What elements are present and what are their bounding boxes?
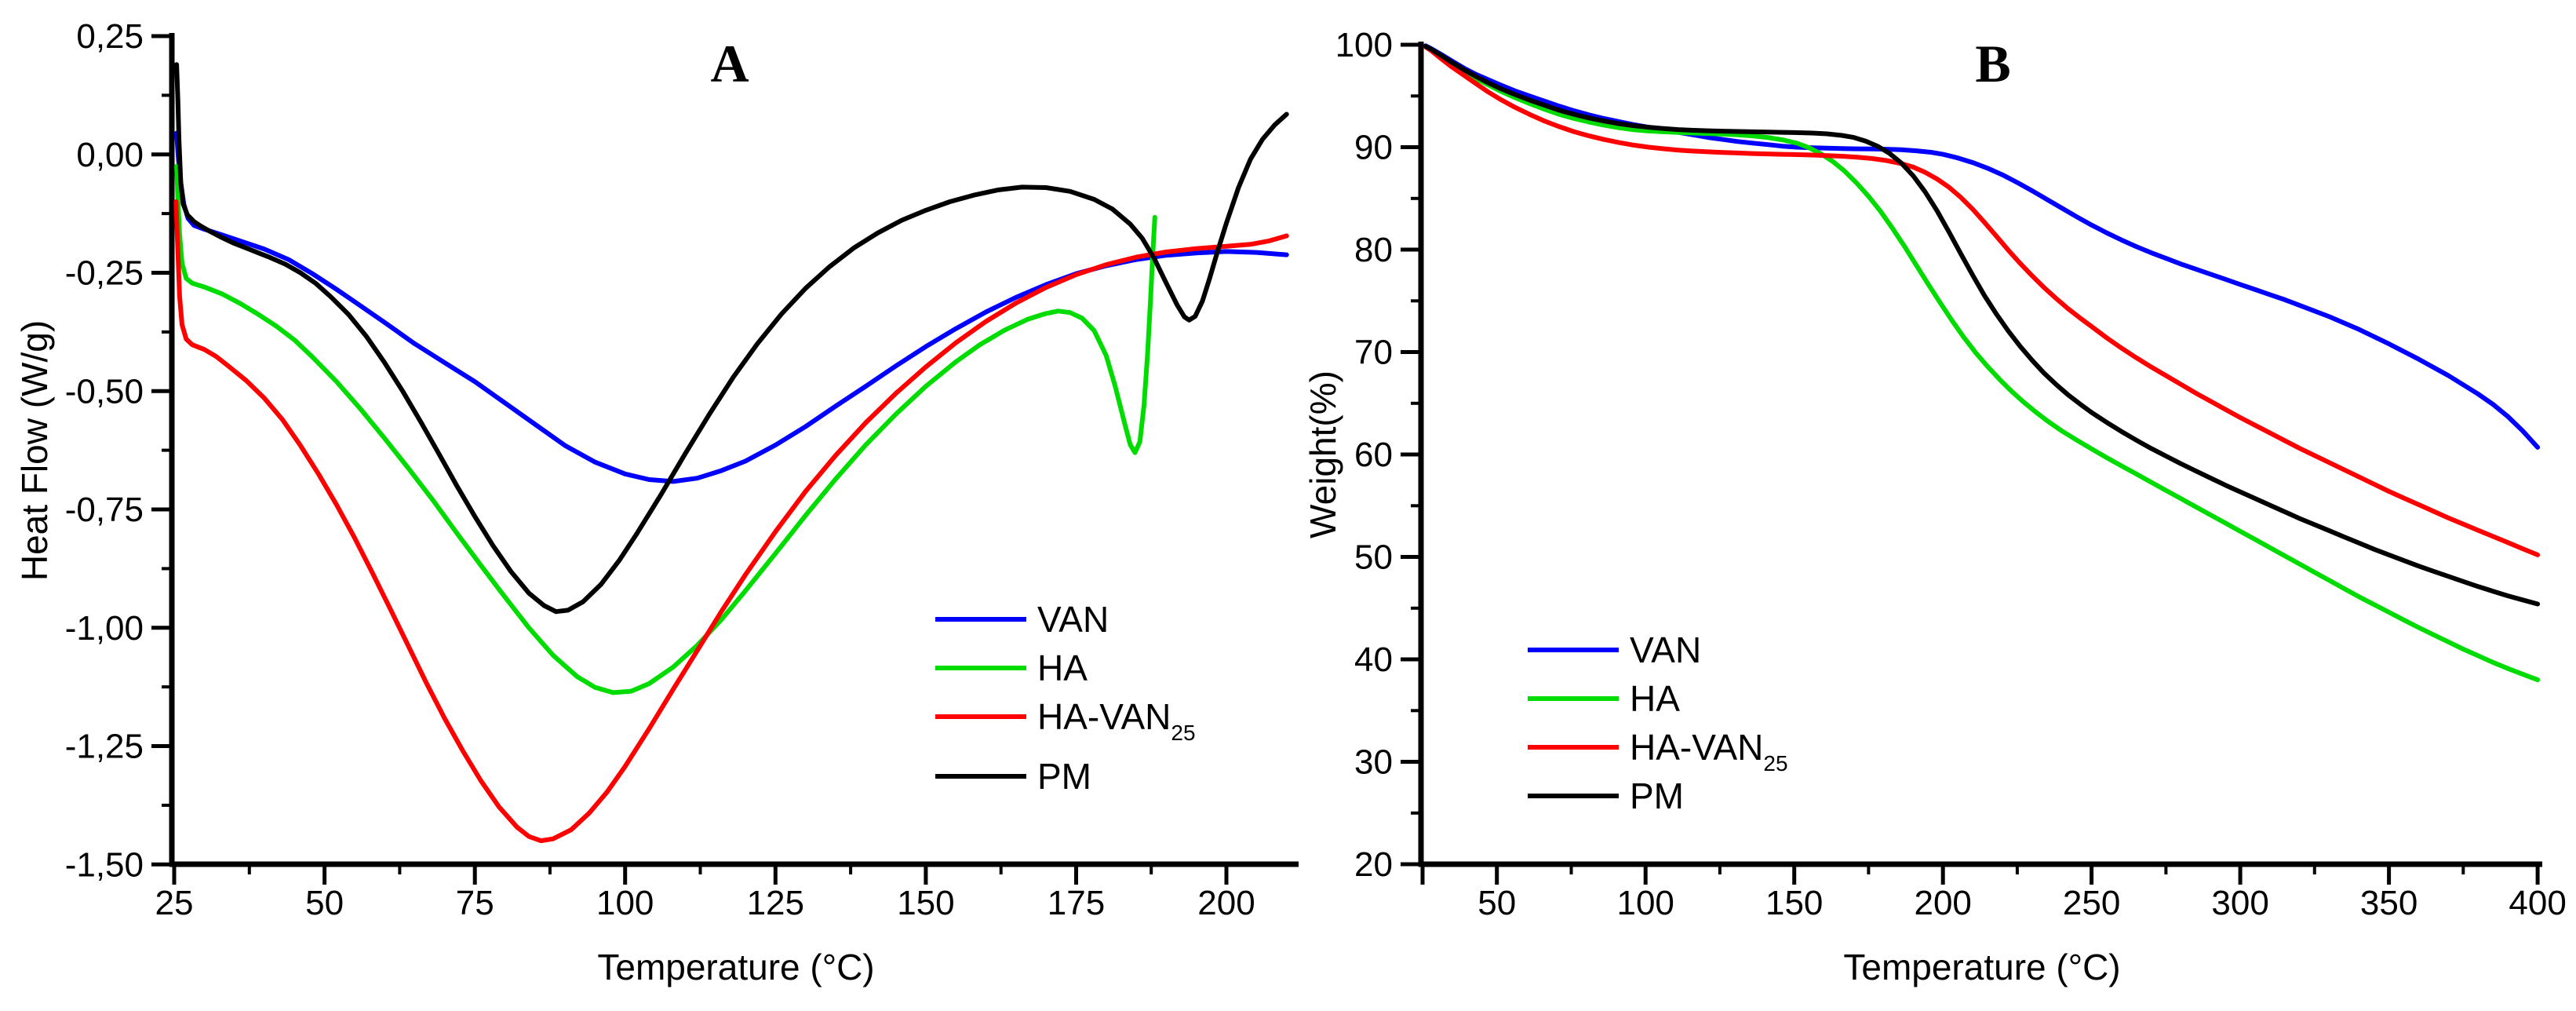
dsc-x-tick-label-100: 100 bbox=[596, 884, 654, 922]
tga-panel-letter: B bbox=[1975, 34, 2010, 93]
tga-x-tick-label-400: 400 bbox=[2509, 884, 2566, 922]
tga-y-tick-label-30: 30 bbox=[1354, 743, 1393, 782]
dsc-x-tick-label-50: 50 bbox=[305, 884, 344, 922]
dsc-y-axis-title: Heat Flow (W/g) bbox=[14, 320, 55, 581]
tga-x-tick-label-250: 250 bbox=[2063, 884, 2120, 922]
dsc-y-tick-label--0,25: -0,25 bbox=[65, 254, 144, 293]
tga-legend-label-van: VAN bbox=[1630, 630, 1701, 670]
dsc-y-tick-label--1,50: -1,50 bbox=[65, 845, 144, 884]
tga-x-tick-label-150: 150 bbox=[1765, 884, 1823, 922]
tga-x-tick-label-350: 350 bbox=[2360, 884, 2418, 922]
dsc-legend-label-ha-van25: HA-VAN25 bbox=[1037, 696, 1196, 745]
dsc-legend-label-van: VAN bbox=[1037, 599, 1109, 640]
tga-curve-ha bbox=[1423, 44, 2541, 683]
dsc-curve-ha bbox=[174, 163, 1157, 695]
dsc-legend-label-ha: HA bbox=[1037, 648, 1088, 688]
tga-legend-label-ha-van25: HA-VAN25 bbox=[1630, 727, 1788, 776]
tga-y-axis-title: Weight(%) bbox=[1303, 370, 1343, 538]
dsc-x-tick-label-200: 200 bbox=[1197, 884, 1255, 922]
tga-y-tick-label-70: 70 bbox=[1354, 334, 1393, 372]
dsc-y-tick-label--0,75: -0,75 bbox=[65, 491, 144, 529]
dsc-y-tick-label--1,00: -1,00 bbox=[65, 609, 144, 648]
tga-curve-van bbox=[1423, 43, 2541, 450]
tga-y-tick-label-100: 100 bbox=[1335, 26, 1393, 64]
dsc-x-tick-label-75: 75 bbox=[456, 884, 494, 922]
tga-y-tick-label-20: 20 bbox=[1354, 845, 1393, 884]
dsc-legend-label-subscript: 25 bbox=[1171, 721, 1195, 745]
tga-legend-label-ha: HA bbox=[1630, 678, 1680, 719]
dsc-x-tick-label-175: 175 bbox=[1048, 884, 1105, 922]
tga-legend-label-pm: PM bbox=[1630, 776, 1684, 816]
dsc-panel-letter: A bbox=[710, 34, 749, 93]
tga-x-tick-label-300: 300 bbox=[2211, 884, 2268, 922]
dsc-y-tick-label-0,25: 0,25 bbox=[76, 17, 144, 56]
tga-y-tick-label-80: 80 bbox=[1354, 231, 1393, 269]
tga-y-tick-label-90: 90 bbox=[1354, 129, 1393, 167]
dsc-legend-label-pm: PM bbox=[1037, 756, 1091, 797]
dsc-y-tick-label--0,50: -0,50 bbox=[65, 372, 144, 411]
tga-x-tick-label-100: 100 bbox=[1616, 884, 1674, 922]
tga-legend-label-subscript: 25 bbox=[1763, 751, 1787, 776]
tga-y-tick-label-60: 60 bbox=[1354, 436, 1393, 474]
dsc-x-tick-label-125: 125 bbox=[747, 884, 804, 922]
tga-y-tick-label-40: 40 bbox=[1354, 641, 1393, 679]
dsc-curve-pm bbox=[174, 62, 1289, 615]
dsc-x-tick-label-150: 150 bbox=[897, 884, 954, 922]
tga-y-tick-label-50: 50 bbox=[1354, 538, 1393, 577]
tga-x-axis-title: Temperature (°C) bbox=[1843, 947, 2120, 987]
tga-panel: 50 100 150 200 250 300 350 400 100 90 80 70 60 50 40 30… bbox=[1303, 26, 2567, 987]
tga-curve-ha-van25 bbox=[1423, 44, 2541, 557]
dsc-y-tick-label-0,00: 0,00 bbox=[76, 136, 144, 174]
dsc-y-tick-label--1,25: -1,25 bbox=[65, 728, 144, 766]
dsc-x-tick-label-25: 25 bbox=[155, 884, 194, 922]
dsc-x-axis-title: Temperature (°C) bbox=[597, 947, 874, 987]
tga-x-tick-label-50: 50 bbox=[1477, 884, 1516, 922]
tga-curve-pm bbox=[1423, 44, 2541, 607]
dsc-curve-ha-van25 bbox=[173, 199, 1289, 844]
tga-x-tick-label-200: 200 bbox=[1914, 884, 1971, 922]
dsc-panel: 25 50 75 100 125 150 175 200 0,25 0,00 -0,25 -0,50 -… bbox=[14, 17, 1299, 987]
